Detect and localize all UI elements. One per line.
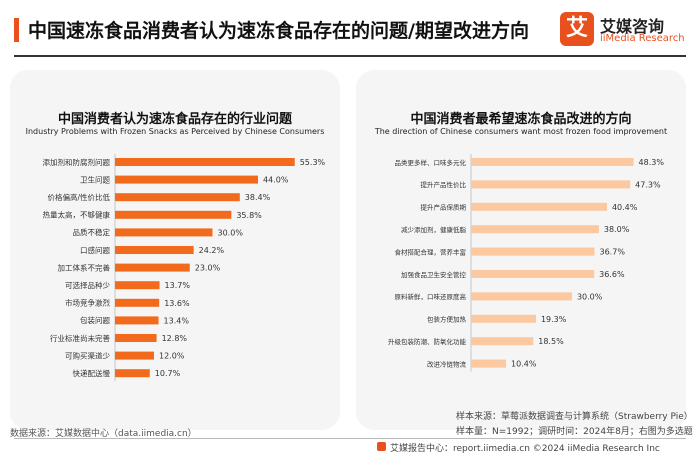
category-label: 提升产品保质期 xyxy=(421,203,467,212)
category-label: 加工体系不完善 xyxy=(58,262,111,272)
category-label: 价格偏高/性价比低 xyxy=(47,192,110,202)
value-label: 13.6% xyxy=(164,299,190,308)
category-label: 减少添加剂，健康低脂 xyxy=(401,225,467,234)
value-label: 13.7% xyxy=(165,281,191,290)
value-label: 19.3% xyxy=(541,315,567,324)
bar xyxy=(471,292,572,301)
value-label: 23.0% xyxy=(195,264,221,273)
bar xyxy=(115,281,160,290)
category-label: 行业标准尚未完善 xyxy=(50,333,110,343)
category-label: 升级包装防潮、防氧化功能 xyxy=(388,337,467,346)
right-chart-panel: 中国消费者最希望速冻食品改进的方向 The direction of Chine… xyxy=(356,70,686,430)
footer-text: 艾媒报告中心：report.iimedia.cn ©2024 iiMedia R… xyxy=(390,444,660,454)
bar xyxy=(115,334,157,342)
category-label: 品质不稳定 xyxy=(73,227,111,237)
category-label: 品类更多样、口味多元化 xyxy=(395,158,467,167)
bar xyxy=(115,351,154,360)
value-label: 36.7% xyxy=(600,248,626,257)
left-chart-panel: 中国消费者认为速冻食品存在的行业问题 Industry Problems wit… xyxy=(10,70,340,430)
bar xyxy=(115,316,159,325)
bar xyxy=(471,225,599,234)
category-label: 快递配送慢 xyxy=(73,368,111,378)
bar xyxy=(115,246,194,254)
value-label: 36.6% xyxy=(599,270,625,279)
sample-source-note: 样本来源：草莓派数据调查与计算系统（Strawberry Pie） xyxy=(456,412,693,422)
value-label: 24.2% xyxy=(199,246,225,255)
bar xyxy=(115,158,295,166)
bar xyxy=(471,247,595,256)
bar xyxy=(115,263,190,272)
bar xyxy=(115,228,213,237)
left-bar-chart: 添加剂和防腐剂问题 55.3% 卫生问题 44.0% 价格偏高/性价比低 38.4% 热量太… xyxy=(43,154,326,382)
category-label: 卫生问题 xyxy=(80,174,110,184)
category-label: 提升产品性价比 xyxy=(421,180,467,189)
right-bar-chart: 品类更多样、口味多元化 48.3% 提升产品性价比 47.3% 提升产品保质期 40.4%… xyxy=(388,154,665,372)
right-chart-title: 中国消费者最希望速冻食品改进的方向 xyxy=(410,112,632,127)
bar xyxy=(471,180,631,189)
value-label: 40.4% xyxy=(612,203,638,212)
value-label: 10.4% xyxy=(511,360,537,369)
bar xyxy=(471,359,506,368)
bar xyxy=(115,175,258,184)
value-label: 13.4% xyxy=(164,316,190,325)
page-title: 中国速冻食品消费者认为速冻食品存在的问题/期望改进方向 xyxy=(28,20,529,42)
category-label: 食材搭配合理，营养丰富 xyxy=(395,247,467,256)
value-label: 18.5% xyxy=(538,337,564,346)
category-label: 包装方便加热 xyxy=(427,315,467,324)
value-label: 30.0% xyxy=(577,292,603,301)
category-label: 加强食品卫生安全管控 xyxy=(401,270,467,279)
value-label: 38.0% xyxy=(604,225,630,234)
bar xyxy=(471,158,634,166)
category-label: 添加剂和防腐剂问题 xyxy=(43,157,111,167)
value-label: 38.4% xyxy=(245,193,271,202)
category-label: 原料新鲜，口味还原度高 xyxy=(395,292,467,301)
value-label: 12.0% xyxy=(159,352,185,361)
category-label: 改进冷链物流 xyxy=(427,359,467,368)
bar xyxy=(471,202,607,211)
data-source-note: 数据来源：艾媒数据中心（data.iimedia.cn） xyxy=(10,429,197,439)
bar xyxy=(115,298,160,307)
page-header: 中国速冻食品消费者认为速冻食品存在的问题/期望改进方向 艾 艾媒咨询 iiMed… xyxy=(0,0,700,58)
brand-logo: 艾 艾媒咨询 iiMedia Research xyxy=(560,12,690,50)
bar xyxy=(115,369,150,378)
report-center-icon xyxy=(377,442,386,451)
left-chart-title: 中国消费者认为速冻食品存在的行业问题 xyxy=(57,112,292,127)
value-label: 10.7% xyxy=(155,369,181,378)
bar xyxy=(471,270,595,278)
value-label: 44.0% xyxy=(263,176,289,185)
logo-name-en: iiMedia Research xyxy=(600,33,685,44)
bar xyxy=(471,337,534,346)
value-label: 55.3% xyxy=(300,158,326,167)
category-label: 可购买渠道少 xyxy=(65,350,110,360)
value-label: 12.8% xyxy=(162,334,188,343)
category-label: 市场竞争激烈 xyxy=(65,298,110,308)
bar xyxy=(471,314,536,323)
bar xyxy=(115,193,240,202)
category-label: 可选择品种少 xyxy=(65,280,110,290)
sample-size-note: 样本量：N=1992；调研时间：2024年8月；右图为多选题 xyxy=(456,427,693,437)
logo-name-cn: 艾媒咨询 xyxy=(600,17,665,36)
footer-divider xyxy=(14,438,686,439)
value-label: 48.3% xyxy=(639,158,665,167)
category-label: 口感问题 xyxy=(80,245,110,255)
bar xyxy=(115,210,232,219)
logo-mark-icon: 艾 xyxy=(560,12,594,46)
value-label: 35.8% xyxy=(236,211,262,220)
page-footer: 艾媒报告中心：report.iimedia.cn ©2024 iiMedia R… xyxy=(0,438,700,455)
left-chart-subtitle: Industry Problems with Frozen Snacks as … xyxy=(25,127,325,136)
title-accent-bar xyxy=(14,18,19,42)
value-label: 30.0% xyxy=(218,228,244,237)
category-label: 热量太高，不够健康 xyxy=(43,210,111,220)
value-label: 47.3% xyxy=(635,180,661,189)
category-label: 包装问题 xyxy=(80,315,110,325)
right-chart-subtitle: The direction of Chinese consumers want … xyxy=(374,127,668,136)
header-divider xyxy=(14,55,686,57)
